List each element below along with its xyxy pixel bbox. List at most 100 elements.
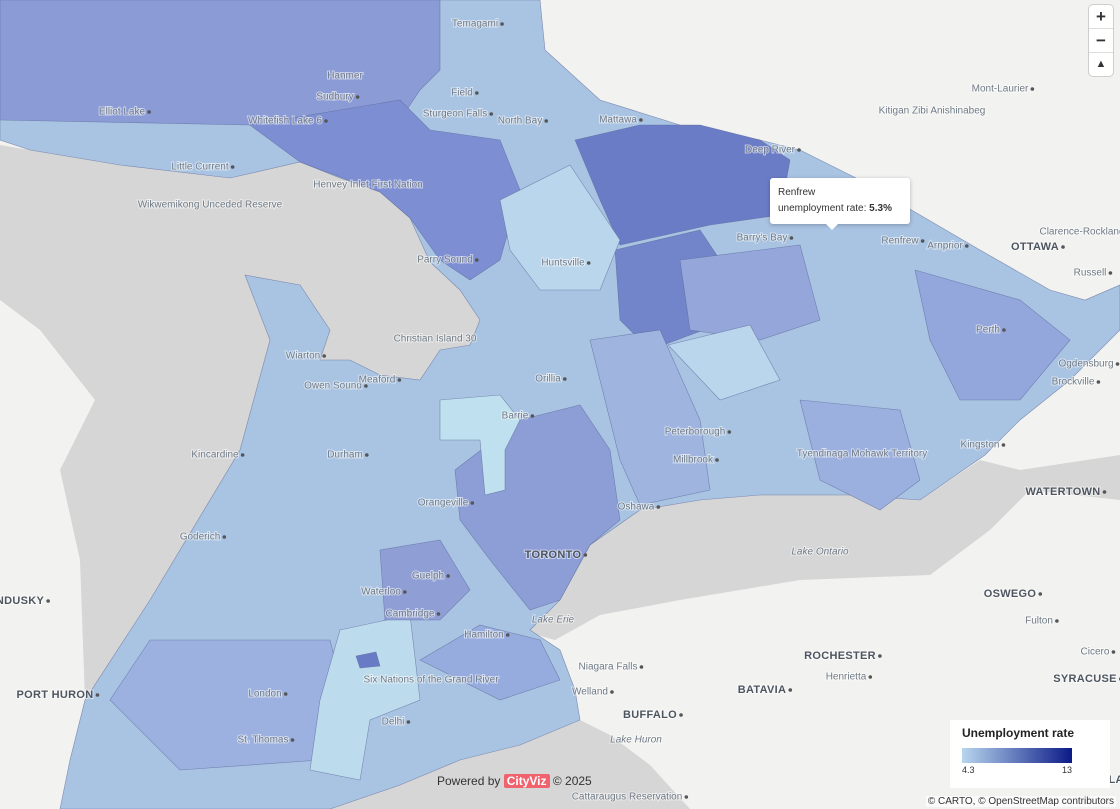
place-label: Parry Sound: [417, 255, 473, 266]
place-dot: [46, 599, 50, 603]
place-label: Goderich: [180, 532, 221, 543]
place-dot: [797, 148, 801, 152]
attribution[interactable]: © CARTO, © OpenStreetMap contributors: [925, 796, 1116, 807]
place-dot: [505, 633, 510, 637]
place-dot: [788, 688, 793, 692]
place-dot: [964, 244, 969, 248]
region: [679, 244, 821, 341]
place-label: Durham: [327, 450, 363, 461]
place-label: Mont-Laurier: [972, 84, 1029, 95]
place-dot: [475, 91, 479, 95]
legend-max: 13: [1061, 765, 1072, 775]
place-label: OSWEGO: [984, 588, 1037, 600]
place-label: Barry's Bay: [737, 233, 788, 244]
zoom-in[interactable]: +: [1089, 5, 1113, 29]
place-dot: [1002, 328, 1006, 332]
place-label: Waterloo: [361, 587, 401, 598]
region: [499, 164, 621, 291]
place-dot: [283, 692, 288, 696]
place-label: Renfrew: [881, 236, 919, 247]
region: [589, 329, 711, 506]
place-label: NDUSKY: [0, 595, 44, 607]
place-label: North Bay: [498, 116, 542, 127]
place-label: Little Current: [171, 162, 228, 173]
place-dot: [355, 95, 360, 99]
place-label: Orangeville: [418, 498, 469, 509]
place-dot: [1115, 362, 1120, 366]
place-dot: [1038, 592, 1043, 596]
place-label: PORT HURON: [17, 689, 94, 701]
place-dot: [489, 112, 494, 116]
place-label: Arnprior: [927, 241, 963, 252]
place-label: Huntsville: [541, 258, 585, 269]
place-dot: [364, 384, 368, 388]
zoom-out[interactable]: −: [1089, 29, 1113, 53]
water-label: Lake Erie: [532, 615, 575, 626]
place-label: Whitefish Lake 6: [248, 116, 322, 127]
tooltip-value: 5.3%: [869, 203, 892, 214]
place-dot: [95, 693, 100, 697]
place-dot: [544, 119, 549, 123]
place-label: Cattaraugus Reservation: [572, 792, 683, 803]
place-dot: [324, 119, 328, 123]
legend: Unemployment rate 4.3 13: [950, 720, 1110, 788]
place-label: Clarence-Rockland: [1039, 227, 1120, 238]
place-dot: [406, 720, 411, 724]
place-dot: [639, 118, 643, 122]
brand[interactable]: CityViz: [503, 774, 550, 788]
place-dot: [500, 22, 504, 26]
place-label: Christian Island 30: [394, 334, 477, 345]
place-dot: [1111, 650, 1116, 654]
region: [799, 399, 921, 511]
place-dot: [583, 553, 588, 557]
place-dot: [222, 535, 227, 539]
place-label: Peterborough: [665, 427, 726, 438]
place-label: Orillia: [535, 374, 561, 385]
place-dot: [679, 713, 683, 717]
tooltip: Renfrew unemployment rate: 5.3%: [770, 178, 910, 230]
place-label: BUFFALO: [623, 709, 677, 721]
compass[interactable]: ▲: [1095, 58, 1107, 70]
place-label: Cicero: [1081, 647, 1110, 658]
place-label: Oshawa: [618, 502, 655, 513]
place-dot: [1108, 271, 1113, 275]
place-label: Welland: [572, 687, 608, 698]
place-label: Sudbury: [316, 92, 353, 103]
place-label: Hamilton: [464, 630, 503, 641]
place-dot: [586, 261, 591, 265]
place-label: Deep River: [745, 145, 796, 156]
water-label: Lake Ontario: [791, 547, 849, 558]
place-dot: [1102, 490, 1107, 494]
place-label: Perth: [976, 325, 1000, 336]
place-label: SYRACUSE: [1053, 673, 1117, 685]
place-label: TORONTO: [525, 549, 582, 561]
lake-ontario: [520, 455, 1120, 640]
place-dot: [446, 574, 450, 578]
place-dot: [1055, 619, 1059, 623]
place-dot: [240, 453, 245, 457]
place-label: Russell: [1074, 268, 1107, 279]
region: [914, 269, 1071, 401]
region: [355, 651, 381, 669]
place-dot: [562, 377, 567, 381]
place-dot: [789, 236, 794, 240]
place-label: OTTAWA: [1011, 241, 1059, 253]
place-label: London: [248, 689, 281, 700]
place-label: Barrie: [502, 411, 529, 422]
place-label: Mattawa: [599, 115, 637, 126]
legend-ticks: 4.3 13: [962, 763, 1072, 777]
place-dot: [322, 354, 327, 358]
place-label: Field: [451, 88, 473, 99]
place-label: Kingston: [961, 440, 1000, 451]
place-label: BATAVIA: [738, 684, 787, 696]
place-label: Ogdensburg: [1058, 359, 1113, 370]
region: [249, 99, 521, 281]
water-label: Lake Huron: [610, 735, 662, 746]
place-dot: [868, 675, 873, 679]
place-dot: [230, 165, 235, 169]
region: [667, 324, 781, 401]
place-label: Kitigan Zibi Anishinabeg: [879, 106, 986, 117]
zoom-control: + − ▲: [1089, 5, 1113, 76]
